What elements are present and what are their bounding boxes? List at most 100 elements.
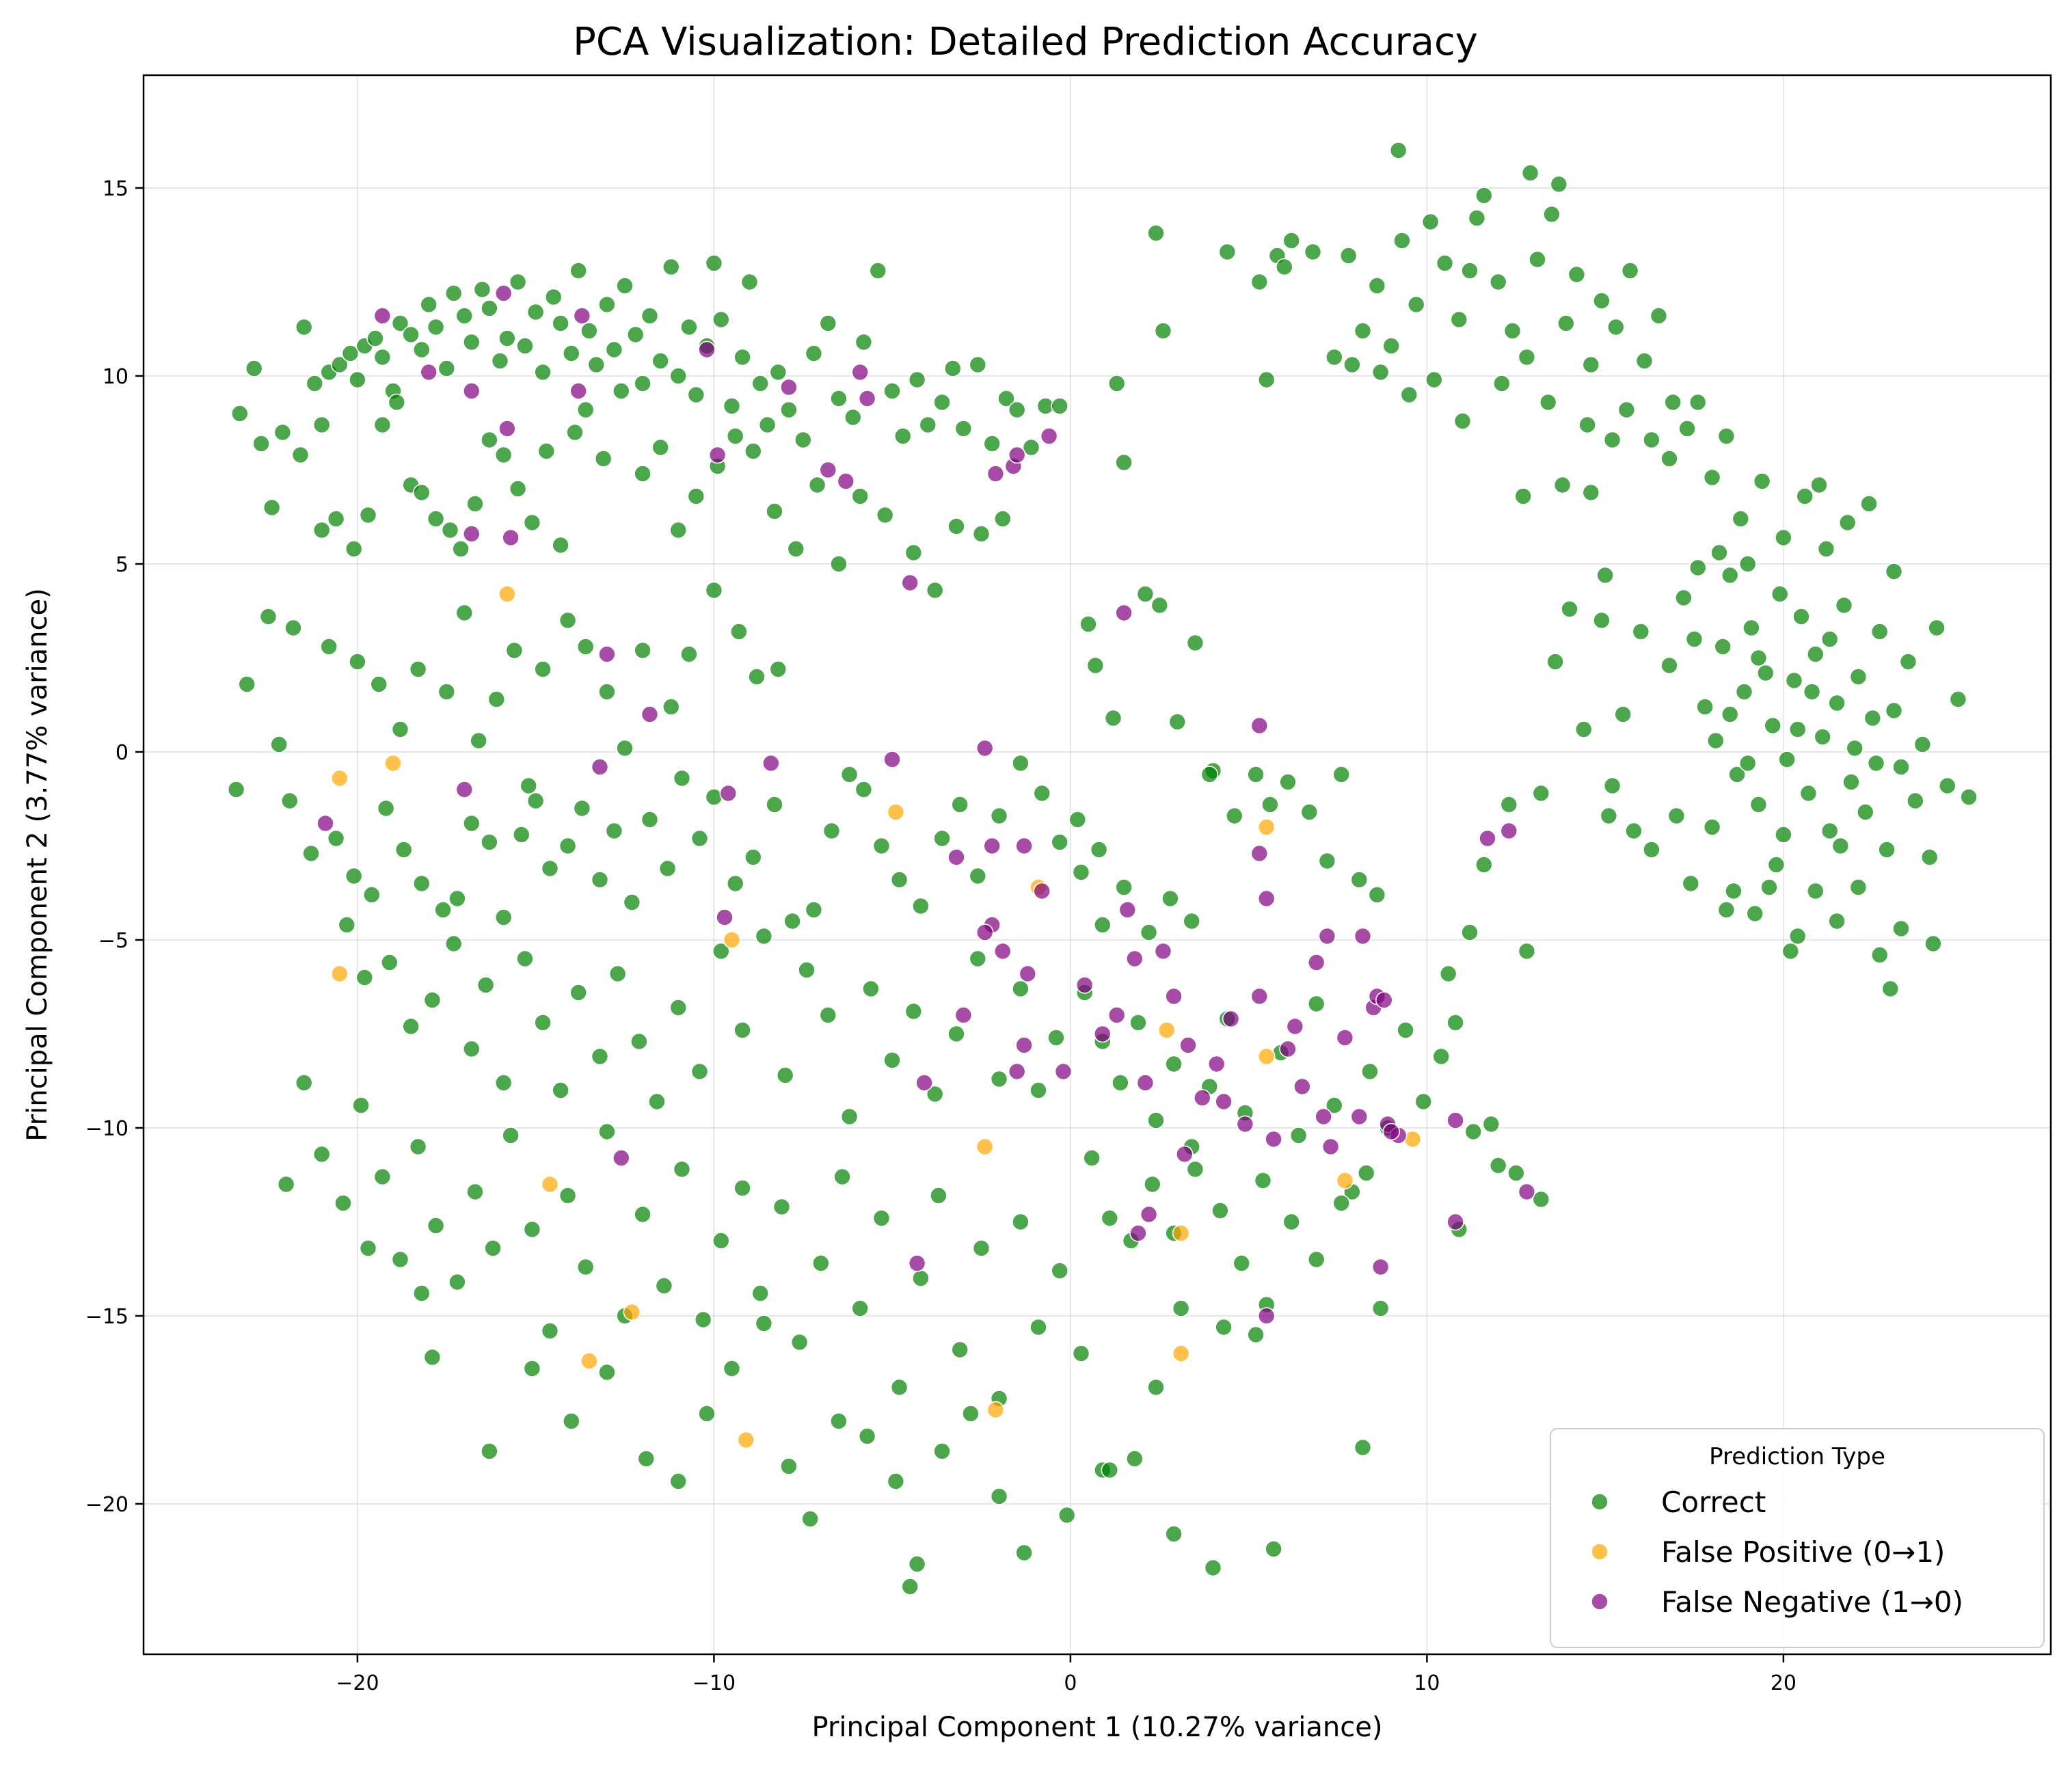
data-point-correct xyxy=(377,799,395,818)
data-point-correct xyxy=(994,510,1012,528)
data-point-false-negative xyxy=(983,837,1001,855)
data-point-correct xyxy=(409,660,427,678)
data-point-correct xyxy=(423,1348,442,1366)
data-point-correct xyxy=(1878,841,1896,859)
data-point-false-negative xyxy=(1307,954,1326,971)
data-point-correct xyxy=(947,1025,965,1043)
data-point-correct xyxy=(1803,683,1821,701)
data-point-correct xyxy=(455,307,474,325)
legend-marker-false-negative xyxy=(1591,1593,1609,1611)
data-point-correct xyxy=(1218,243,1237,261)
data-point-correct xyxy=(669,521,688,539)
data-point-false-negative xyxy=(1447,1213,1464,1231)
data-point-false-negative xyxy=(1371,1258,1390,1276)
data-point-correct xyxy=(1738,555,1757,573)
data-point-correct xyxy=(1407,295,1425,314)
data-point-false-negative xyxy=(420,363,438,381)
data-point-correct xyxy=(1767,856,1786,874)
data-point-false-negative xyxy=(1447,1111,1464,1129)
data-point-correct xyxy=(1161,889,1179,908)
data-point-correct xyxy=(273,423,292,442)
data-point-correct xyxy=(1051,397,1068,415)
data-point-correct xyxy=(562,1412,580,1430)
data-point-false-negative xyxy=(1257,889,1276,908)
data-point-correct xyxy=(908,370,926,389)
data-point-false-negative xyxy=(719,784,738,803)
data-point-correct xyxy=(908,1555,926,1573)
data-point-correct xyxy=(1503,322,1522,340)
data-point-correct xyxy=(933,393,951,412)
legend-marker-correct xyxy=(1591,1493,1609,1511)
data-point-correct xyxy=(1521,164,1539,182)
data-point-false-negative xyxy=(573,307,591,325)
data-point-correct xyxy=(680,645,698,663)
data-point-false-negative xyxy=(976,924,994,941)
data-point-false-negative xyxy=(819,461,837,479)
data-point-correct xyxy=(1047,1029,1065,1047)
data-point-correct xyxy=(1144,1175,1161,1194)
data-point-false-positive xyxy=(887,803,905,821)
legend-label-correct: Correct xyxy=(1661,1485,1766,1519)
data-point-correct xyxy=(1721,705,1739,723)
data-point-correct xyxy=(591,871,609,889)
data-point-correct xyxy=(1885,701,1903,720)
data-point-correct xyxy=(1660,450,1678,468)
data-point-correct xyxy=(562,345,580,362)
data-point-correct xyxy=(355,969,374,986)
data-point-correct xyxy=(1820,630,1839,648)
data-point-correct xyxy=(648,1092,666,1111)
data-point-correct xyxy=(1450,310,1468,329)
data-point-correct xyxy=(1140,924,1158,941)
data-point-correct xyxy=(1030,1081,1047,1099)
data-point-correct xyxy=(1307,1250,1326,1269)
data-point-correct xyxy=(1183,912,1200,930)
data-point-correct xyxy=(359,1239,377,1257)
data-point-correct xyxy=(502,1127,520,1144)
x-tick-label: −10 xyxy=(692,1671,736,1695)
data-point-correct xyxy=(481,431,498,449)
data-point-correct xyxy=(769,660,788,678)
data-point-correct xyxy=(576,401,595,419)
data-point-false-negative xyxy=(976,739,994,757)
data-point-correct xyxy=(1849,668,1868,686)
data-point-correct xyxy=(1561,600,1578,618)
data-point-correct xyxy=(598,1363,616,1382)
data-point-false-negative xyxy=(502,528,520,547)
data-point-correct xyxy=(1960,788,1978,806)
data-point-correct xyxy=(409,1137,427,1156)
data-point-correct xyxy=(1582,355,1600,374)
data-point-false-negative xyxy=(1318,927,1336,945)
data-point-correct xyxy=(951,1340,969,1359)
data-point-correct xyxy=(491,352,509,370)
data-point-correct xyxy=(655,1277,673,1295)
data-point-correct xyxy=(1771,585,1789,603)
data-point-correct xyxy=(541,1322,559,1340)
data-point-correct xyxy=(1058,1506,1076,1524)
data-point-correct xyxy=(933,829,951,848)
data-point-correct xyxy=(576,638,595,656)
x-tick-label: −20 xyxy=(336,1671,379,1695)
data-point-correct xyxy=(587,355,606,374)
data-point-false-negative xyxy=(1136,1074,1155,1092)
data-point-correct xyxy=(673,1160,691,1178)
data-point-correct xyxy=(1104,709,1122,727)
data-point-correct xyxy=(687,386,705,404)
data-point-correct xyxy=(1881,980,1900,998)
data-point-false-negative xyxy=(1015,1036,1033,1054)
data-point-correct xyxy=(1072,1345,1090,1362)
data-point-false-negative xyxy=(494,284,513,302)
data-point-correct xyxy=(808,476,826,494)
data-point-correct xyxy=(1361,1062,1379,1081)
data-point-correct xyxy=(388,393,406,412)
data-point-false-negative xyxy=(462,382,481,400)
data-point-correct xyxy=(1885,563,1903,580)
data-point-correct xyxy=(1643,841,1660,859)
data-point-correct xyxy=(481,833,498,851)
data-point-correct xyxy=(1397,1021,1414,1039)
data-point-correct xyxy=(412,483,431,502)
data-point-correct xyxy=(605,822,623,840)
data-point-correct xyxy=(794,431,812,449)
data-point-false-negative xyxy=(1315,1107,1332,1126)
data-point-correct xyxy=(744,848,762,866)
